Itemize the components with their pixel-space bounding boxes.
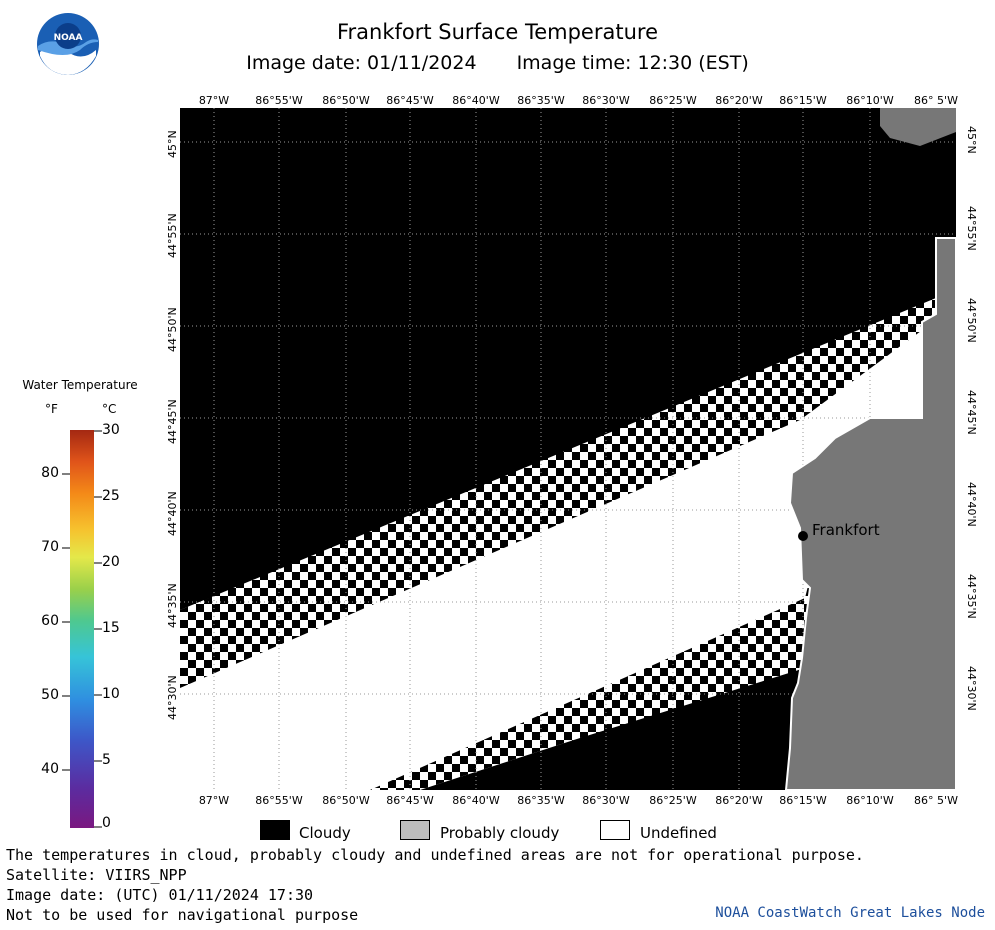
lon-label: 86°15'W (779, 94, 827, 107)
lat-label: 44°35'N (166, 583, 179, 628)
lon-label: 86°35'W (517, 794, 565, 807)
map-area (180, 108, 956, 790)
lat-label: 45°N (965, 126, 978, 154)
land-north (880, 108, 956, 146)
lon-label: 86°25'W (649, 794, 697, 807)
f-tick: 70 (41, 539, 59, 555)
lon-label: 86°30'W (582, 94, 630, 107)
key-probably-cloudy-label: Probably cloudy (440, 824, 560, 842)
f-tick: 40 (41, 761, 59, 777)
lat-label: 44°45'N (166, 399, 179, 444)
lat-label: 44°50'N (965, 298, 978, 343)
lon-label: 86°45'W (386, 794, 434, 807)
lon-label: 87°W (198, 794, 230, 807)
probably-cloudy-band-north (180, 298, 936, 688)
nav-warning: Not to be used for navigational purpose (6, 906, 359, 924)
c-tick: 0 (102, 815, 111, 831)
lat-label: 44°40'N (965, 482, 978, 527)
key-cloudy-swatch (260, 820, 290, 840)
c-tick: 5 (102, 752, 111, 768)
temperature-colorbar (70, 430, 94, 828)
lat-label: 44°55'N (166, 213, 179, 258)
lat-label: 44°35'N (965, 574, 978, 619)
lon-label: 86°50'W (322, 794, 370, 807)
city-label: Frankfort (812, 521, 880, 539)
lon-label: 86° 5'W (914, 94, 958, 107)
lon-label: 86°25'W (649, 94, 697, 107)
c-tick: 25 (102, 488, 120, 504)
c-tick: 10 (102, 686, 120, 702)
legend-title: Water Temperature (22, 378, 138, 392)
image-date: Image date: 01/11/2024 (246, 52, 477, 74)
lat-label: 44°50'N (166, 307, 179, 352)
lon-label: 86°15'W (779, 794, 827, 807)
c-tick: 30 (102, 422, 120, 438)
frankfort-marker (798, 531, 808, 541)
lon-label: 86°20'W (715, 794, 763, 807)
lon-label: 86°40'W (452, 794, 500, 807)
satellite-info: Satellite: VIIRS_NPP (6, 866, 187, 884)
lon-label: 86°30'W (582, 794, 630, 807)
lon-label: 86° 5'W (914, 794, 958, 807)
lat-label: 44°40'N (166, 491, 179, 536)
f-tick: 80 (41, 465, 59, 481)
cloudy-region-south (420, 668, 805, 790)
lon-label: 86°20'W (715, 94, 763, 107)
lon-label: 86°10'W (846, 794, 894, 807)
image-time: Image time: 12:30 (EST) (516, 52, 749, 74)
credit-link[interactable]: NOAA CoastWatch Great Lakes Node (715, 905, 985, 921)
svg-text:NOAA: NOAA (54, 33, 83, 43)
probably-cloudy-band-south (370, 578, 810, 790)
noaa-logo: NOAA (37, 13, 99, 75)
lon-label: 86°35'W (517, 94, 565, 107)
map-title: Frankfort Surface Temperature (336, 20, 658, 44)
colorbar-ticks (62, 430, 102, 828)
lat-label: 44°30'N (166, 675, 179, 720)
key-cloudy-label: Cloudy (299, 824, 351, 842)
lat-label: 44°30'N (965, 666, 978, 711)
c-tick: 20 (102, 554, 120, 570)
cloudy-region-north (180, 108, 956, 610)
key-undefined-swatch (600, 820, 630, 840)
lon-label: 86°40'W (452, 94, 500, 107)
unit-celsius: °C (102, 402, 117, 416)
lon-label: 86°55'W (255, 94, 303, 107)
lat-label: 45°N (166, 130, 179, 158)
key-undefined-label: Undefined (640, 824, 717, 842)
lon-label: 87°W (198, 94, 230, 107)
lon-label: 86°55'W (255, 794, 303, 807)
f-tick: 60 (41, 613, 59, 629)
lon-label: 86°45'W (386, 94, 434, 107)
disclaimer-note: The temperatures in cloud, probably clou… (6, 846, 864, 864)
c-tick: 15 (102, 620, 120, 636)
lat-label: 44°55'N (965, 206, 978, 251)
lon-label: 86°10'W (846, 94, 894, 107)
utc-date: Image date: (UTC) 01/11/2024 17:30 (6, 886, 314, 904)
land-michigan-shore (784, 237, 956, 790)
unit-fahrenheit: °F (45, 402, 58, 416)
lat-label: 44°45'N (965, 390, 978, 435)
lon-label: 86°50'W (322, 94, 370, 107)
f-tick: 50 (41, 687, 59, 703)
key-probably-cloudy-swatch (400, 820, 430, 840)
image-datetime: Image date: 01/11/2024 Image time: 12:30 … (0, 52, 995, 74)
